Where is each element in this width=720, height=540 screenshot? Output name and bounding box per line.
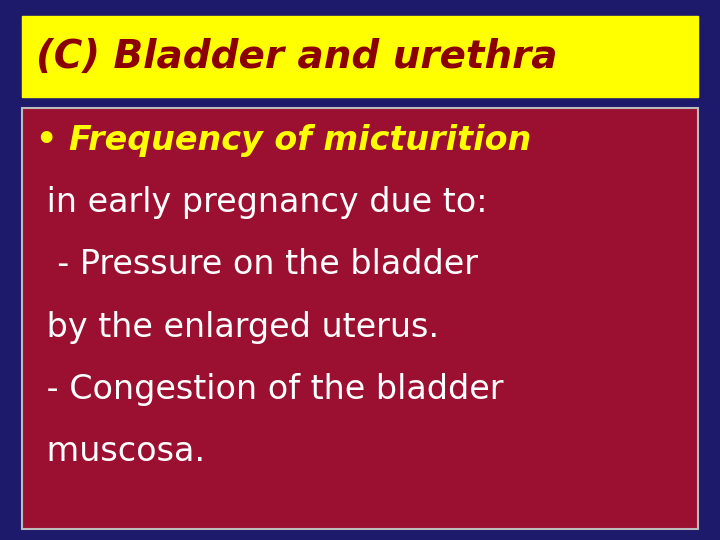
Text: by the enlarged uterus.: by the enlarged uterus. — [36, 310, 439, 343]
Text: • Frequency of micturition: • Frequency of micturition — [36, 124, 531, 157]
Text: muscosa.: muscosa. — [36, 435, 205, 468]
Text: - Pressure on the bladder: - Pressure on the bladder — [36, 248, 478, 281]
Text: (C) Bladder and urethra: (C) Bladder and urethra — [36, 38, 557, 76]
Text: - Congestion of the bladder: - Congestion of the bladder — [36, 373, 503, 406]
Text: in early pregnancy due to:: in early pregnancy due to: — [36, 186, 487, 219]
FancyBboxPatch shape — [22, 108, 698, 529]
FancyBboxPatch shape — [22, 16, 698, 97]
